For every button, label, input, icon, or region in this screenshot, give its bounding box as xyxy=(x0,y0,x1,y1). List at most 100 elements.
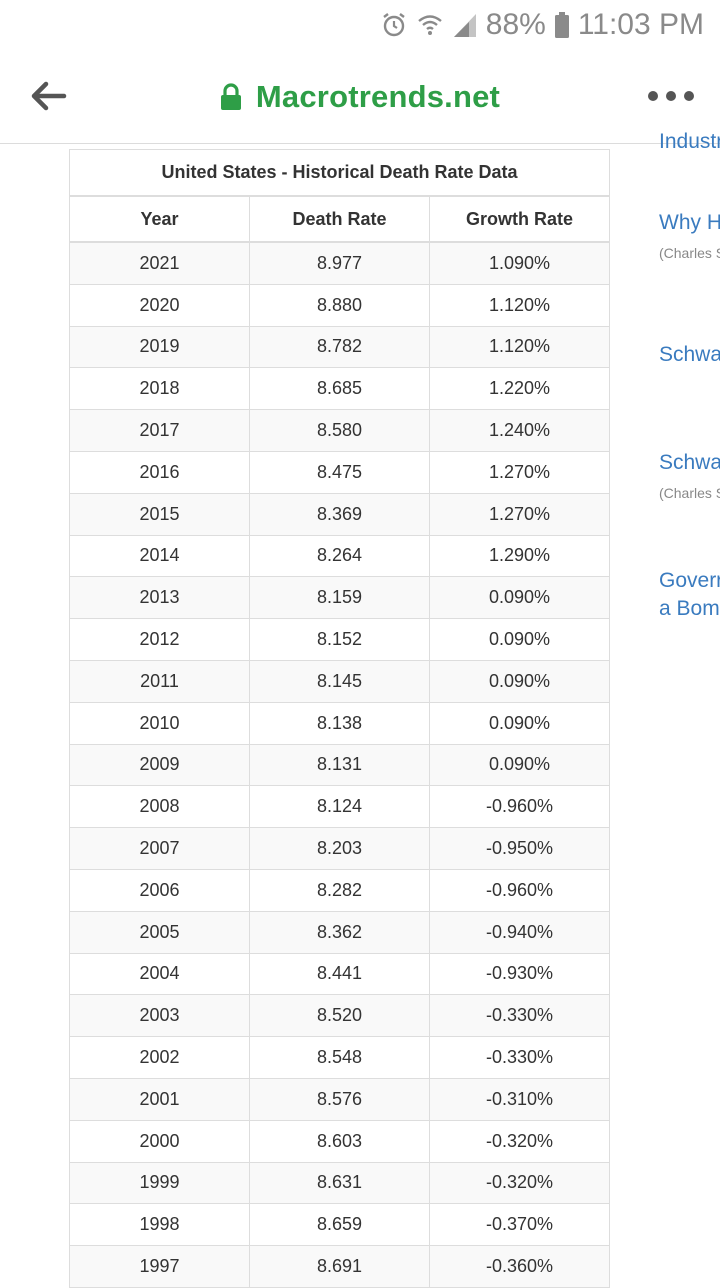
growth-rate-cell: 0.090% xyxy=(429,701,610,745)
death-rate-cell: 8.520 xyxy=(249,994,430,1038)
year-cell: 1998 xyxy=(69,1203,250,1247)
table-row: 2013 8.159 0.090% xyxy=(69,576,610,620)
table-row: 2018 8.685 1.220% xyxy=(69,367,610,411)
column-header-growth-rate[interactable]: Growth Rate xyxy=(429,195,610,243)
sidebar-link[interactable]: a Bom xyxy=(659,597,720,620)
table-row: 2004 8.441 -0.930% xyxy=(69,952,610,996)
death-rate-table: United States - Historical Death Rate Da… xyxy=(69,149,610,1288)
death-rate-cell: 8.603 xyxy=(249,1119,430,1163)
clock: 11:03 PM xyxy=(577,8,704,41)
growth-rate-cell: -0.930% xyxy=(429,952,610,996)
table-row: 2011 8.145 0.090% xyxy=(69,659,610,703)
year-cell: 2012 xyxy=(69,618,250,661)
sidebar-source: (Charles S xyxy=(659,485,720,501)
growth-rate-cell: -0.360% xyxy=(429,1245,610,1288)
table-row: 2000 8.603 -0.320% xyxy=(69,1119,610,1163)
year-cell: 2015 xyxy=(69,492,250,536)
year-cell: 2007 xyxy=(69,827,250,870)
table-header-row: Year Death Rate Growth Rate xyxy=(69,195,610,243)
growth-rate-cell: 0.090% xyxy=(429,659,610,703)
table-row: 2021 8.977 1.090% xyxy=(69,241,610,285)
sidebar-link[interactable]: Goverr xyxy=(659,569,720,592)
year-cell: 2004 xyxy=(69,952,250,996)
back-button[interactable] xyxy=(28,78,68,114)
death-rate-cell: 8.631 xyxy=(249,1161,430,1205)
death-rate-cell: 8.548 xyxy=(249,1036,430,1079)
growth-rate-cell: -0.370% xyxy=(429,1203,610,1247)
growth-rate-cell: 1.220% xyxy=(429,367,610,411)
table-body: 2021 8.977 1.090% 2020 8.880 1.120% 2019 8.782 1… xyxy=(69,241,610,1288)
sidebar-link[interactable]: Why H xyxy=(659,211,720,234)
growth-rate-cell: 1.120% xyxy=(429,283,610,327)
url-bar[interactable]: Macrotrends.net xyxy=(0,76,720,118)
table-row: 2009 8.131 0.090% xyxy=(69,743,610,787)
year-cell: 2020 xyxy=(69,283,250,327)
more-menu-button[interactable] xyxy=(646,84,696,108)
growth-rate-cell: -0.310% xyxy=(429,1077,610,1121)
year-cell: 2021 xyxy=(69,241,250,285)
browser-toolbar: Macrotrends.net xyxy=(0,50,720,144)
column-header-death-rate[interactable]: Death Rate xyxy=(249,195,430,243)
year-cell: 2017 xyxy=(69,409,250,452)
wifi-icon xyxy=(416,11,444,39)
year-cell: 2010 xyxy=(69,701,250,745)
table-row: 2003 8.520 -0.330% xyxy=(69,994,610,1038)
death-rate-cell: 8.131 xyxy=(249,743,430,787)
battery-percent: 88% xyxy=(485,8,546,41)
death-rate-cell: 8.145 xyxy=(249,659,430,703)
column-header-year[interactable]: Year xyxy=(69,195,250,243)
death-rate-cell: 8.880 xyxy=(249,283,430,327)
table-row: 1999 8.631 -0.320% xyxy=(69,1161,610,1205)
growth-rate-cell: 1.240% xyxy=(429,409,610,452)
more-menu-icon xyxy=(648,91,694,101)
year-cell: 2000 xyxy=(69,1119,250,1163)
death-rate-table-container: United States - Historical Death Rate Da… xyxy=(69,149,610,1288)
sidebar-link[interactable]: Schwa xyxy=(659,451,720,474)
table-row: 2015 8.369 1.270% xyxy=(69,492,610,536)
year-cell: 1997 xyxy=(69,1245,250,1288)
growth-rate-cell: -0.960% xyxy=(429,785,610,829)
url-text: Macrotrends.net xyxy=(255,79,501,114)
growth-rate-cell: 1.090% xyxy=(429,241,610,285)
growth-rate-cell: -0.940% xyxy=(429,910,610,954)
death-rate-cell: 8.977 xyxy=(249,241,430,285)
death-rate-cell: 8.369 xyxy=(249,492,430,536)
growth-rate-cell: -0.960% xyxy=(429,868,610,912)
table-row: 1998 8.659 -0.370% xyxy=(69,1203,610,1247)
year-cell: 2018 xyxy=(69,367,250,411)
death-rate-cell: 8.475 xyxy=(249,450,430,494)
growth-rate-cell: -0.330% xyxy=(429,994,610,1038)
death-rate-cell: 8.203 xyxy=(249,827,430,870)
table-row: 2002 8.548 -0.330% xyxy=(69,1036,610,1079)
year-cell: 2006 xyxy=(69,868,250,912)
death-rate-cell: 8.152 xyxy=(249,618,430,661)
alarm-icon xyxy=(380,11,408,39)
death-rate-cell: 8.659 xyxy=(249,1203,430,1247)
table-row: 2006 8.282 -0.960% xyxy=(69,868,610,912)
year-cell: 2008 xyxy=(69,785,250,829)
year-cell: 2003 xyxy=(69,994,250,1038)
death-rate-cell: 8.264 xyxy=(249,534,430,578)
sidebar-source: (Charles S xyxy=(659,245,720,261)
table-row: 2010 8.138 0.090% xyxy=(69,701,610,745)
death-rate-cell: 8.441 xyxy=(249,952,430,996)
growth-rate-cell: 1.270% xyxy=(429,450,610,494)
year-cell: 2002 xyxy=(69,1036,250,1079)
death-rate-cell: 8.138 xyxy=(249,701,430,745)
death-rate-cell: 8.159 xyxy=(249,576,430,620)
growth-rate-cell: -0.320% xyxy=(429,1161,610,1205)
table-row: 2005 8.362 -0.940% xyxy=(69,910,610,954)
growth-rate-cell: 0.090% xyxy=(429,576,610,620)
table-row: 2020 8.880 1.120% xyxy=(69,283,610,327)
table-row: 2012 8.152 0.090% xyxy=(69,618,610,661)
death-rate-cell: 8.691 xyxy=(249,1245,430,1288)
table-row: 2014 8.264 1.290% xyxy=(69,534,610,578)
sidebar-link[interactable]: Industr xyxy=(659,130,720,153)
year-cell: 2009 xyxy=(69,743,250,787)
death-rate-cell: 8.685 xyxy=(249,367,430,411)
sidebar-link[interactable]: Schwa xyxy=(659,343,720,366)
growth-rate-cell: -0.950% xyxy=(429,827,610,870)
table-title: United States - Historical Death Rate Da… xyxy=(69,149,610,197)
year-cell: 2014 xyxy=(69,534,250,578)
growth-rate-cell: 1.290% xyxy=(429,534,610,578)
